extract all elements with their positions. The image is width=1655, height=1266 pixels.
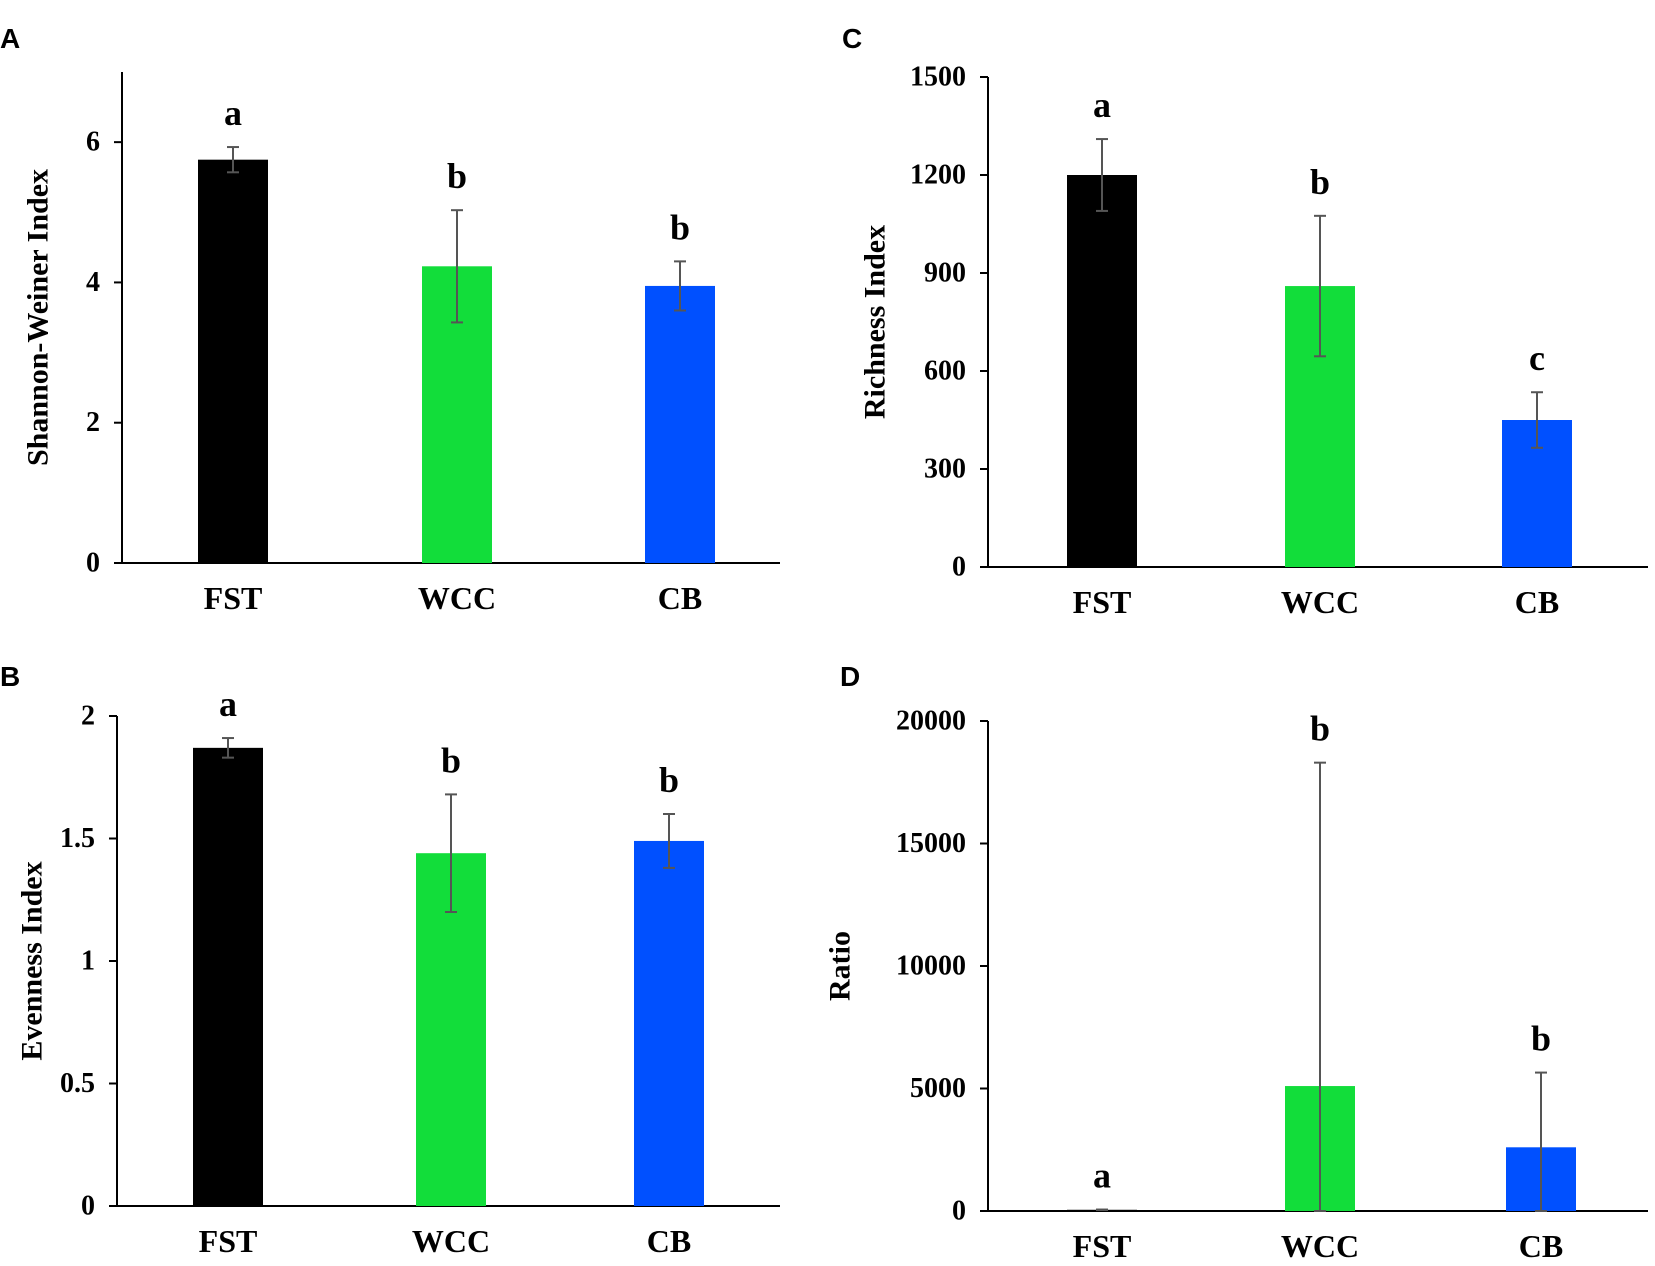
y-axis-label: Richness Index xyxy=(859,225,892,419)
bar-fst xyxy=(198,159,268,563)
panel-letter: B xyxy=(0,661,20,692)
y-tick-label: 0 xyxy=(86,548,100,579)
y-axis-label: Ratio xyxy=(824,931,857,1001)
significance-label: a xyxy=(1093,1156,1111,1196)
y-tick-label: 300 xyxy=(924,454,966,485)
bar-cb xyxy=(645,285,715,563)
x-tick-label: WCC xyxy=(412,1223,490,1259)
panel-a: A 0 2 4 6 Shannon-Weiner Index a FST b WCC b CB xyxy=(0,23,780,616)
y-tick-label: 0 xyxy=(952,552,966,583)
y-tick-label: 2 xyxy=(81,701,95,732)
x-tick-label: CB xyxy=(1515,584,1559,620)
y-tick-label: 15000 xyxy=(896,828,966,859)
y-tick-label: 10000 xyxy=(896,951,966,982)
y-tick-label: 1 xyxy=(81,946,95,977)
y-axis-label: Shannon-Weiner Index xyxy=(22,169,55,466)
x-tick-label: WCC xyxy=(1281,1228,1359,1264)
x-tick-label: CB xyxy=(658,580,702,616)
y-tick-label: 2 xyxy=(86,407,100,438)
panel-letter: C xyxy=(842,23,862,54)
y-tick-label: 600 xyxy=(924,356,966,387)
bar-fst xyxy=(1067,175,1137,567)
panel-letter: A xyxy=(0,23,20,54)
x-tick-label: FST xyxy=(1073,1228,1132,1264)
significance-label: a xyxy=(224,93,242,133)
significance-label: b xyxy=(1310,162,1330,202)
x-tick-label: FST xyxy=(1073,584,1132,620)
x-tick-label: FST xyxy=(204,580,263,616)
y-tick-label: 0 xyxy=(81,1191,95,1222)
significance-label: c xyxy=(1529,338,1545,378)
significance-label: b xyxy=(1310,709,1330,749)
panel-c: C 0 300 600 900 1200 1500 Richness Index a FST b WC… xyxy=(842,23,1648,620)
y-tick-label: 0.5 xyxy=(60,1068,95,1099)
significance-label: b xyxy=(447,156,467,196)
y-tick-label: 5000 xyxy=(910,1073,966,1104)
significance-label: b xyxy=(670,207,690,247)
significance-label: b xyxy=(441,740,461,780)
y-tick-label: 1.5 xyxy=(60,823,95,854)
panel-b: B 0 0.5 1 1.5 2 Evenness Index a FST b WCC b CB xyxy=(0,661,780,1259)
x-tick-label: WCC xyxy=(418,580,496,616)
x-tick-label: FST xyxy=(199,1223,258,1259)
y-tick-label: 1200 xyxy=(910,160,966,191)
y-tick-label: 4 xyxy=(86,267,100,298)
x-tick-label: CB xyxy=(1519,1228,1563,1264)
bar-cb xyxy=(634,840,704,1206)
y-tick-label: 6 xyxy=(86,127,100,158)
y-tick-label: 0 xyxy=(952,1196,966,1227)
x-tick-label: WCC xyxy=(1281,584,1359,620)
panel-d: D 0 5000 10000 15000 20000 Ratio a FST b WCC b CB xyxy=(824,661,1648,1264)
y-tick-label: 900 xyxy=(924,258,966,289)
significance-label: a xyxy=(219,684,237,724)
significance-label: b xyxy=(1531,1019,1551,1059)
bar-fst xyxy=(193,747,263,1206)
significance-label: a xyxy=(1093,85,1111,125)
y-tick-label: 1500 xyxy=(910,62,966,93)
x-tick-label: CB xyxy=(647,1223,691,1259)
panel-letter: D xyxy=(840,661,860,692)
significance-label: b xyxy=(659,760,679,800)
y-tick-label: 20000 xyxy=(896,706,966,737)
y-axis-label: Evenness Index xyxy=(16,861,49,1060)
